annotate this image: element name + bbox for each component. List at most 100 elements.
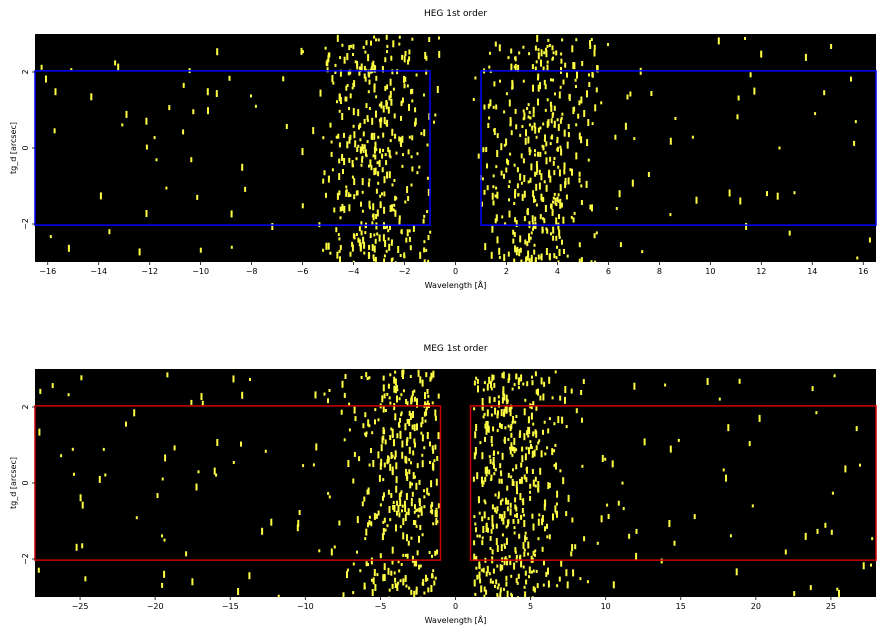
event-mark	[399, 579, 402, 583]
event-mark	[522, 382, 525, 386]
event-mark	[532, 422, 535, 426]
event-mark	[503, 143, 506, 147]
event-mark	[501, 372, 504, 378]
event-mark	[593, 49, 596, 57]
event-mark	[371, 431, 374, 435]
event-mark	[125, 110, 128, 118]
event-mark	[545, 184, 548, 192]
event-mark	[403, 500, 406, 506]
event-mark	[410, 89, 412, 95]
event-mark	[553, 170, 556, 176]
event-mark	[481, 540, 484, 546]
event-mark	[413, 559, 416, 567]
event-mark	[604, 457, 607, 461]
event-mark	[366, 119, 369, 122]
event-mark	[415, 509, 418, 512]
event-mark	[423, 411, 426, 417]
event-mark	[389, 139, 392, 143]
event-mark	[484, 423, 487, 429]
event-mark	[564, 181, 567, 189]
event-mark	[521, 498, 524, 502]
event-mark	[591, 72, 594, 77]
event-mark	[572, 569, 575, 577]
event-mark	[405, 468, 408, 476]
event-mark	[240, 441, 242, 447]
event-mark	[593, 233, 596, 239]
event-mark	[338, 249, 341, 253]
event-mark	[427, 587, 430, 593]
event-mark	[534, 371, 537, 377]
event-mark	[611, 460, 614, 468]
event-mark	[385, 160, 388, 166]
event-mark	[386, 44, 389, 48]
x-tick-label: 15	[676, 602, 686, 611]
event-mark	[521, 193, 524, 201]
event-mark	[232, 461, 235, 464]
event-mark	[556, 136, 559, 142]
event-mark	[738, 378, 741, 384]
event-mark	[342, 592, 345, 597]
event-mark	[408, 469, 411, 475]
event-mark	[339, 216, 342, 220]
event-mark	[387, 567, 390, 575]
event-mark	[341, 113, 344, 120]
event-mark	[501, 215, 504, 219]
event-mark	[488, 455, 491, 459]
event-mark	[336, 100, 338, 104]
event-mark	[495, 510, 498, 514]
event-mark	[403, 252, 406, 258]
event-mark	[564, 62, 567, 68]
event-mark	[530, 231, 533, 235]
event-mark	[496, 150, 499, 157]
event-mark	[520, 560, 523, 568]
event-mark	[372, 203, 375, 211]
event-mark	[486, 420, 489, 428]
event-mark	[515, 554, 518, 558]
event-mark	[396, 583, 399, 591]
event-mark	[383, 462, 386, 468]
event-mark	[394, 450, 397, 458]
event-mark	[368, 200, 371, 208]
event-mark	[419, 251, 422, 259]
event-mark	[163, 538, 166, 542]
event-mark	[373, 146, 376, 154]
event-mark	[862, 562, 865, 570]
event-mark	[399, 254, 402, 257]
event-mark	[427, 394, 430, 398]
event-mark	[558, 214, 560, 220]
event-mark	[383, 191, 386, 197]
event-mark	[544, 205, 547, 212]
event-mark	[384, 409, 387, 412]
event-mark	[481, 177, 484, 181]
event-mark	[338, 190, 341, 196]
event-mark	[567, 494, 570, 502]
event-mark	[736, 114, 739, 120]
event-mark	[182, 82, 185, 88]
event-mark	[556, 584, 559, 588]
event-mark	[349, 93, 352, 99]
event-mark	[410, 461, 412, 465]
event-mark	[191, 578, 194, 586]
event-mark	[534, 153, 537, 157]
event-mark	[362, 146, 365, 150]
event-mark	[811, 386, 814, 392]
event-mark	[426, 389, 429, 394]
event-mark	[394, 378, 397, 386]
event-mark	[535, 161, 538, 169]
event-mark	[537, 77, 539, 81]
event-mark	[408, 103, 410, 111]
event-mark	[406, 186, 409, 194]
event-mark	[385, 104, 388, 110]
event-mark	[367, 181, 370, 187]
event-mark	[505, 167, 508, 173]
event-mark	[517, 596, 519, 597]
event-mark	[165, 186, 168, 190]
event-mark	[494, 407, 497, 415]
event-mark	[387, 237, 390, 241]
event-mark	[391, 454, 394, 458]
event-mark	[264, 449, 267, 453]
event-mark	[564, 396, 566, 404]
event-mark	[487, 425, 490, 433]
event-mark	[524, 570, 527, 576]
event-mark	[522, 565, 525, 569]
